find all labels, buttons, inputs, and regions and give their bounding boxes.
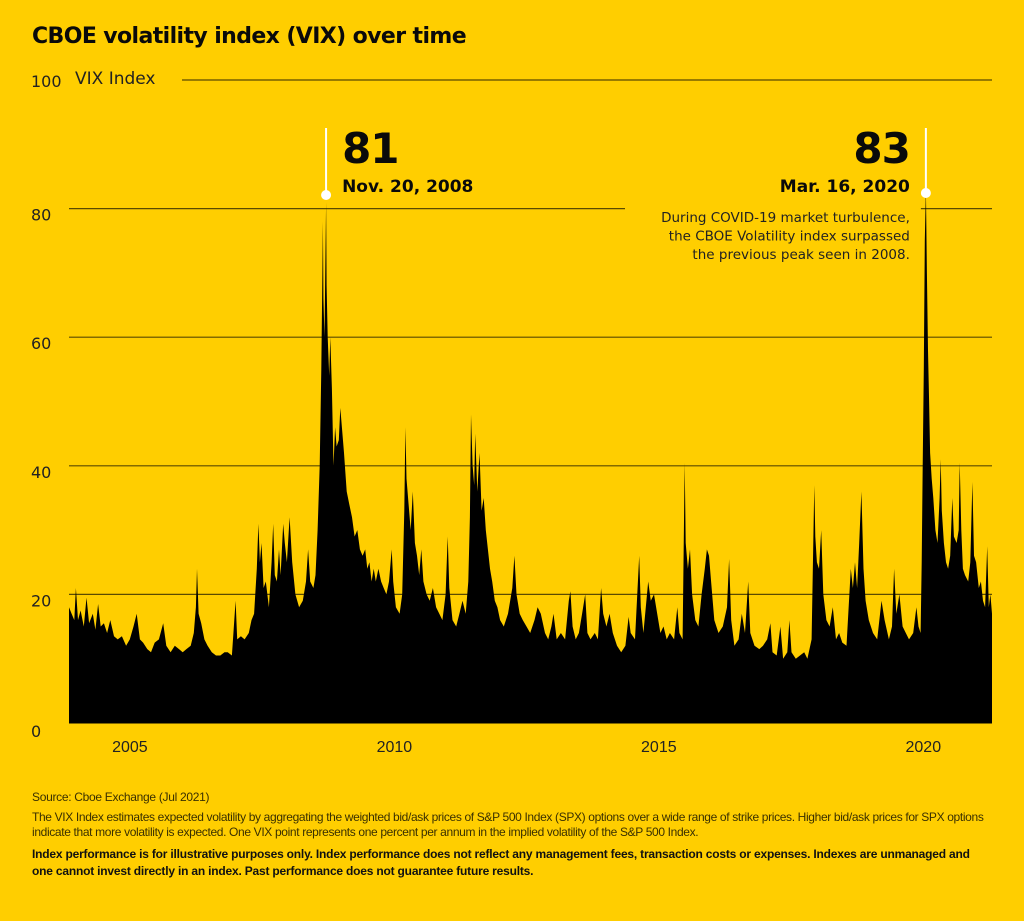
x-tick-label-2020: 2020 xyxy=(906,739,942,756)
annotation-value-2020: 83 xyxy=(853,124,909,173)
vix-chart: 20 40 60 80 0 2005 2010 2015 2020 81 Nov. 20, 20… xyxy=(31,79,992,756)
x-tick-label-2015: 2015 xyxy=(641,739,677,756)
annotation-date-2020: Mar. 16, 2020 xyxy=(780,177,910,197)
vix-area-series xyxy=(69,189,992,724)
y-axis-title: VIX Index xyxy=(75,69,156,89)
y-tick-label-20: 20 xyxy=(31,591,51,610)
y-tick-label-80: 80 xyxy=(31,206,51,225)
disclaimer-note: Index performance is for illustrative pu… xyxy=(32,847,970,878)
annotation-note-line: the previous peak seen in 2008. xyxy=(692,247,909,263)
annotation-note-line: the CBOE Volatility index surpassed xyxy=(669,229,910,245)
annotation-date-2008: Nov. 20, 2008 xyxy=(342,177,473,197)
y-tick-label-0: 0 xyxy=(31,722,41,741)
annotation-dot-2008 xyxy=(321,190,332,200)
x-tick-label-2010: 2010 xyxy=(377,739,413,756)
annotation-note-backdrop xyxy=(625,203,921,265)
description-note: The VIX Index estimates expected volatil… xyxy=(32,810,984,839)
y-tick-label-40: 40 xyxy=(31,463,51,482)
y-tick-labels: 20 40 60 80 0 xyxy=(31,206,51,741)
annotation-value-2008: 81 xyxy=(342,124,398,173)
source-note: Source: Cboe Exchange (Jul 2021) xyxy=(32,790,210,804)
x-tick-label-2005: 2005 xyxy=(112,739,148,756)
x-tick-labels: 2005 2010 2015 2020 xyxy=(112,739,941,756)
footer: Source: Cboe Exchange (Jul 2021) The VIX… xyxy=(32,790,992,880)
annotation-dot-2020 xyxy=(920,188,931,198)
annotation-note-line: During COVID-19 market turbulence, xyxy=(661,210,910,226)
y-tick-label-60: 60 xyxy=(31,334,51,353)
chart-title: CBOE volatility index (VIX) over time xyxy=(32,24,467,49)
peak-annotations: 81 Nov. 20, 2008 83 Mar. 16, 2020 During COV… xyxy=(321,124,931,265)
y-tick-label-100: 100 xyxy=(31,72,62,91)
